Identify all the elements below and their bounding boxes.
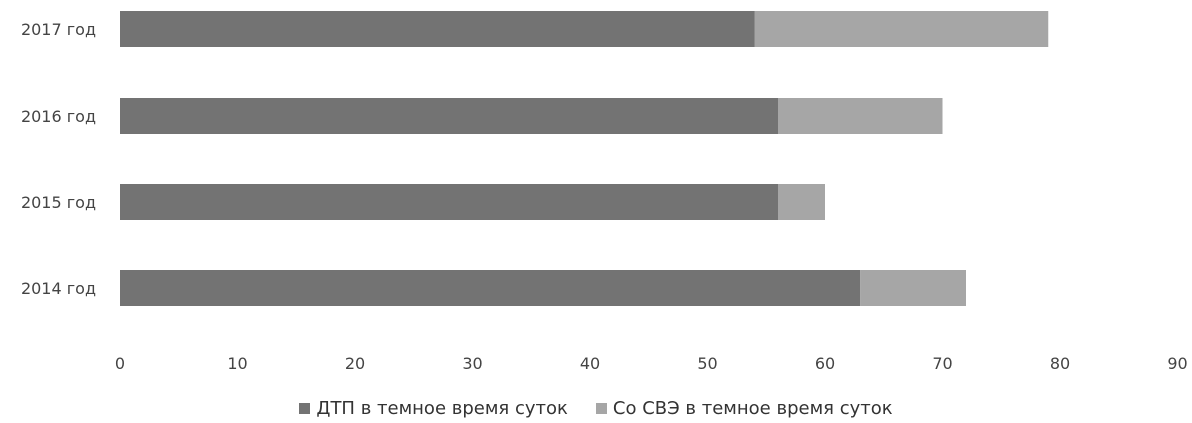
bar-dtp-2016: [120, 98, 778, 134]
x-tick-label: 0: [115, 354, 125, 373]
x-tick-label: 60: [815, 354, 835, 373]
category-label: 2014 год: [21, 279, 96, 298]
x-tick-label: 10: [227, 354, 247, 373]
category-label: 2016 год: [21, 107, 96, 126]
category-labels: 2014 год 2015 год 2016 год 2017 год: [21, 20, 96, 298]
category-label: 2015 год: [21, 193, 96, 212]
legend-label-sve: Со СВЭ в темное время суток: [612, 397, 893, 419]
x-tick-label: 50: [697, 354, 717, 373]
x-tick-label: 90: [1167, 354, 1187, 373]
legend-swatch-dtp: [299, 402, 311, 414]
bar-dtp-2017: [120, 11, 755, 47]
bar-sve-2016: [778, 98, 943, 134]
bar-dtp-2015: [120, 184, 778, 220]
x-tick-label: 70: [932, 354, 952, 373]
bar-sve-2017: [754, 11, 1049, 47]
legend: ДТП в темное время суток Со СВЭ в темное…: [0, 396, 1192, 420]
legend-item-dtp: ДТП в темное время суток: [299, 398, 568, 419]
x-tick-label: 30: [462, 354, 482, 373]
legend-item-sve: Со СВЭ в темное время суток: [595, 397, 893, 419]
bar-sve-2015: [778, 184, 825, 220]
bar-sve-2014: [860, 270, 966, 306]
x-tick-label: 80: [1050, 354, 1070, 373]
bar-chart: 2014 год 2015 год 2016 год 2017 год 0 10 20 30…: [21, 11, 1188, 373]
legend-swatch-sve: [595, 402, 607, 414]
x-tick-label: 40: [580, 354, 600, 373]
legend-label-dtp: ДТП в темное время суток: [316, 397, 568, 419]
bars-layer: [120, 11, 1049, 306]
bar-dtp-2014: [120, 270, 861, 306]
x-tick-label: 20: [345, 354, 365, 373]
x-axis-tick-labels: 0 10 20 30 40 50 60 70 80 90: [115, 354, 1188, 373]
category-label: 2017 год: [21, 20, 96, 39]
